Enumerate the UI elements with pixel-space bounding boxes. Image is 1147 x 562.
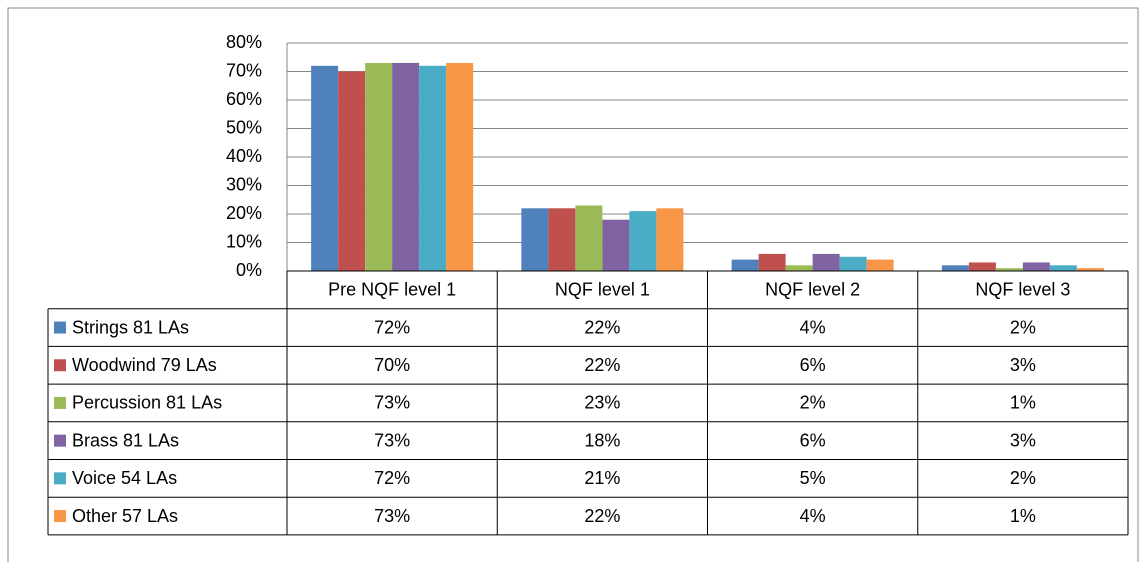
table-cell: 18%	[584, 430, 620, 450]
table-cell: 1%	[1010, 393, 1036, 413]
y-tick-label: 70%	[226, 60, 262, 80]
bar	[656, 208, 684, 271]
table-cell: 2%	[1010, 468, 1036, 488]
y-tick-label: 40%	[226, 146, 262, 166]
table-cell: 4%	[800, 317, 826, 337]
legend-label: Voice 54 LAs	[72, 468, 177, 488]
bar	[995, 268, 1023, 271]
table-cell: 2%	[1010, 317, 1036, 337]
x-tick-label: NQF level 2	[765, 280, 860, 300]
table-cell: 2%	[800, 393, 826, 413]
bar	[548, 208, 576, 271]
bar	[785, 265, 813, 271]
bar	[812, 253, 840, 271]
table-cell: 72%	[374, 317, 410, 337]
table-cell: 72%	[374, 468, 410, 488]
bar	[968, 262, 996, 271]
bar	[839, 256, 867, 271]
legend-swatch	[54, 472, 66, 485]
y-tick-label: 10%	[226, 231, 262, 251]
legend-label: Percussion 81 LAs	[72, 393, 222, 413]
bar	[758, 253, 786, 271]
chart-border	[7, 7, 1139, 562]
legend-swatch	[54, 396, 66, 409]
table-cell: 70%	[374, 355, 410, 375]
table-cell: 21%	[584, 468, 620, 488]
legend-swatch	[54, 321, 66, 334]
table-cell: 6%	[800, 430, 826, 450]
table-cell: 73%	[374, 506, 410, 526]
table-cell: 22%	[584, 317, 620, 337]
table-cell: 73%	[374, 393, 410, 413]
bar	[521, 208, 549, 271]
legend-label: Strings 81 LAs	[72, 317, 189, 337]
table-cell: 4%	[800, 506, 826, 526]
bar	[575, 205, 603, 271]
x-tick-label: NQF level 3	[975, 280, 1070, 300]
bar	[311, 65, 339, 271]
bar	[392, 62, 420, 272]
bar	[602, 219, 630, 271]
table-cell: 22%	[584, 506, 620, 526]
table-cell: 5%	[800, 468, 826, 488]
bar	[419, 65, 447, 271]
table-cell: 1%	[1010, 506, 1036, 526]
y-tick-label: 50%	[226, 117, 262, 137]
bar	[866, 259, 894, 271]
y-tick-label: 20%	[226, 203, 262, 223]
bar	[941, 265, 969, 271]
x-tick-label: NQF level 1	[555, 280, 650, 300]
table-cell: 3%	[1010, 355, 1036, 375]
y-tick-label: 60%	[226, 89, 262, 109]
y-tick-label: 0%	[236, 260, 262, 280]
y-tick-label: 80%	[226, 32, 262, 52]
table-cell: 73%	[374, 430, 410, 450]
legend-label: Woodwind 79 LAs	[72, 355, 217, 375]
table-cell: 3%	[1010, 430, 1036, 450]
legend-label: Brass 81 LAs	[72, 430, 179, 450]
y-tick-label: 30%	[226, 174, 262, 194]
legend-swatch	[54, 510, 66, 523]
table-cell: 6%	[800, 355, 826, 375]
table-cell: 23%	[584, 393, 620, 413]
legend-label: Other 57 LAs	[72, 506, 178, 526]
table-cell: 22%	[584, 355, 620, 375]
bar	[446, 62, 474, 272]
bar	[731, 259, 759, 271]
legend-swatch	[54, 434, 66, 447]
legend-swatch	[54, 359, 66, 372]
bar	[629, 211, 657, 271]
bar	[1076, 268, 1104, 271]
bar	[1049, 265, 1077, 271]
x-tick-label: Pre NQF level 1	[328, 280, 456, 300]
bar	[1022, 262, 1050, 271]
bar	[365, 62, 393, 272]
bar	[338, 71, 366, 271]
